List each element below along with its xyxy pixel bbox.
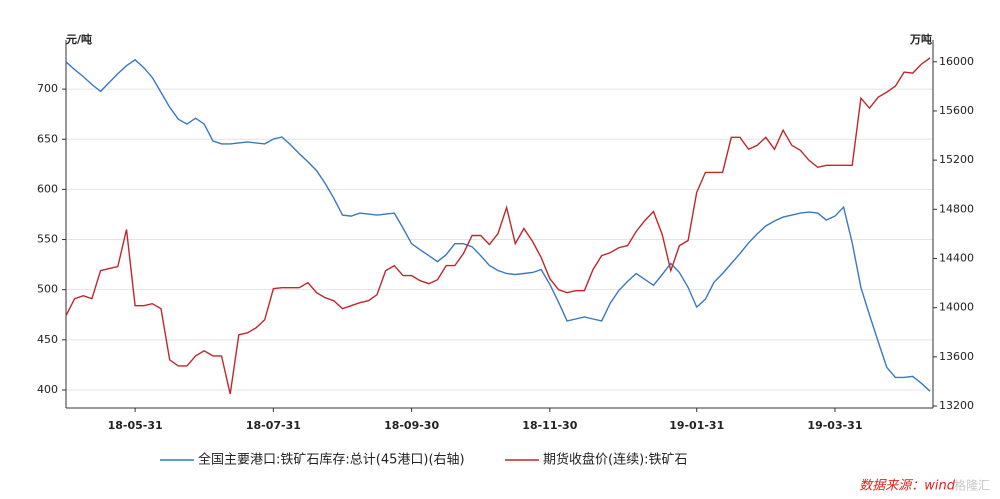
y-tick-label: 650 xyxy=(37,132,58,145)
y2-tick-label: 15600 xyxy=(939,104,974,117)
y2-tick-label: 13600 xyxy=(939,350,974,363)
y2-tick-label: 13200 xyxy=(939,399,974,412)
x-tick-label: 18-05-31 xyxy=(108,419,163,432)
y-tick-label: 700 xyxy=(37,82,58,95)
y2-tick-label: 14800 xyxy=(939,202,974,215)
watermark: 格隆汇 xyxy=(954,478,990,493)
series-line xyxy=(65,57,931,395)
x-tick-label: 18-09-30 xyxy=(384,419,439,432)
x-tick-label: 19-03-31 xyxy=(807,419,862,432)
y-tick-label: 500 xyxy=(37,283,58,296)
y2-tick-label: 14000 xyxy=(939,301,974,314)
x-tick-label: 19-01-31 xyxy=(669,419,724,432)
x-tick-label: 18-07-31 xyxy=(246,419,301,432)
source: 数据来源：wind xyxy=(859,479,955,494)
y-tick-label: 400 xyxy=(37,383,58,396)
y2-tick-label: 14400 xyxy=(939,251,974,264)
x-tick-label: 18-11-30 xyxy=(522,419,577,432)
y2-axis-label: 万吨 xyxy=(909,32,932,46)
y-tick-label: 450 xyxy=(37,333,58,346)
legend-label: 全国主要港口:铁矿石库存:总计(45港口)(右轴) xyxy=(198,452,465,468)
y-axis-label: 元/吨 xyxy=(66,32,92,46)
y2-tick-label: 16000 xyxy=(939,55,974,68)
y-tick-label: 600 xyxy=(37,182,58,195)
series-line xyxy=(65,58,931,392)
y2-tick-label: 15200 xyxy=(939,153,974,166)
legend-label: 期货收盘价(连续):铁矿石 xyxy=(543,452,688,468)
y-tick-label: 550 xyxy=(37,233,58,246)
